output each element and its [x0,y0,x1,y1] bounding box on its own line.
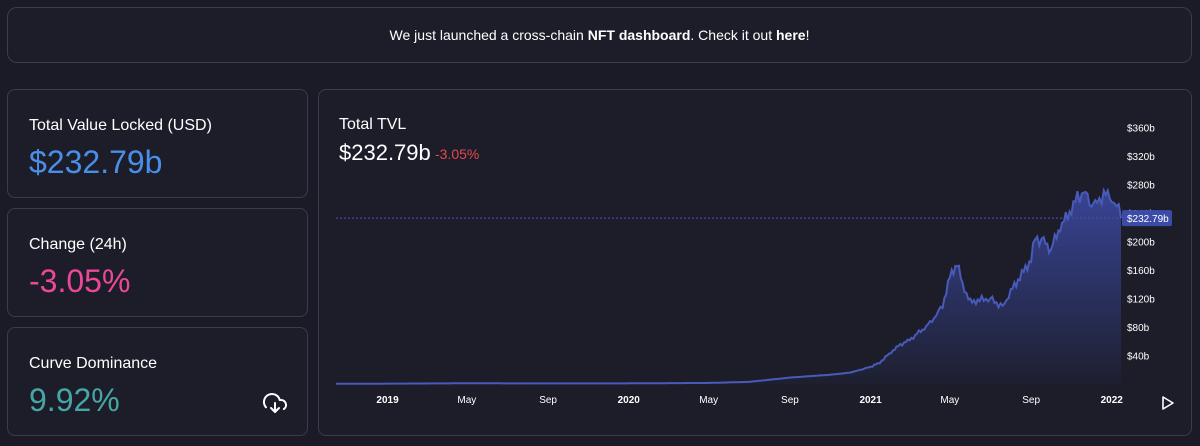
y-tick-label: $280b [1127,181,1155,192]
x-tick-label: 2019 [376,395,399,406]
announcement-banner: We just launched a cross-chain NFT dashb… [7,7,1192,63]
y-tick-label: $200b [1127,238,1155,249]
tvl-value: $232.79b [29,144,163,180]
chart-title: Total TVL [339,116,407,133]
current-value-tag: $232.79b [1122,210,1172,227]
x-tick-label: May [457,395,476,406]
dominance-label: Curve Dominance [29,355,158,372]
tvl-label: Total Value Locked (USD) [29,117,212,134]
y-tick-label: $360b [1127,124,1155,135]
x-tick-label: 2020 [618,395,641,406]
download-cloud-icon[interactable] [263,391,287,415]
y-tick-label: $320b [1127,152,1155,163]
tvl-area [336,190,1121,384]
y-tick-label: $120b [1127,295,1155,306]
x-tick-label: May [699,395,718,406]
banner-bold: NFT dashboard [587,27,691,43]
x-tick-label: Sep [781,395,799,406]
x-tick-label: May [940,395,959,406]
tvl-chart-card: $40b$80b$120b$160b$200b$240b$280b$320b$3… [318,89,1192,436]
x-tick-label: Sep [539,395,557,406]
chart-change: -3.05% [435,146,480,162]
x-tick-label: 2022 [1101,395,1124,406]
change-value: -3.05% [29,263,131,299]
dominance-value: 9.92% [29,382,120,418]
play-icon[interactable] [1161,395,1175,411]
y-tick-label: $160b [1127,266,1155,277]
chart-value: $232.79b [339,140,431,165]
change-card: Change (24h) -3.05% [7,208,308,317]
tvl-series-line [336,186,1122,385]
y-tick-label: $80b [1127,323,1150,334]
dominance-card: Curve Dominance 9.92% [7,327,308,436]
y-tick-label: $40b [1127,352,1150,363]
x-tick-label: Sep [1022,395,1040,406]
change-label: Change (24h) [29,236,127,253]
x-tick-label: 2021 [859,395,882,406]
tvl-card: Total Value Locked (USD) $232.79b [7,89,308,198]
current-value-label: $232.79b [1127,214,1169,225]
banner-text: We just launched a cross-chain NFT dashb… [389,27,810,43]
tvl-chart: $40b$80b$120b$160b$200b$240b$280b$320b$3… [336,124,1172,406]
banner-link-here[interactable]: here [775,27,806,43]
